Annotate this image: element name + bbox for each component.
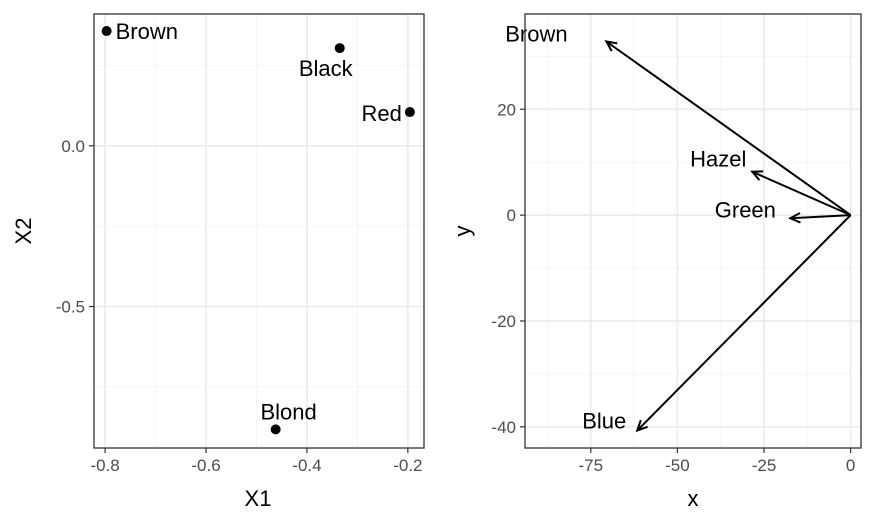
scatter-x-tick-label: -0.6 [191,456,220,475]
point-label-brown: Brown [116,19,178,44]
vector-y-tick-label: -40 [491,418,516,437]
scatter-x-axis-title: X1 [245,486,272,511]
point-blond [270,424,281,435]
arrowhead-green [788,212,801,224]
point-black [334,43,345,54]
arrowhead-blue [635,419,648,433]
arrow-green [790,214,851,220]
vector-y-tick-label: -20 [491,312,516,331]
arrowhead-hazel [750,170,764,181]
scatter-grid [94,14,424,448]
scatter-y-tick-label: -0.5 [56,298,85,317]
scatter-x-tick-label: -0.2 [393,456,422,475]
scatter-y-axis-title: X2 [11,218,36,245]
scatter-panel-border [93,13,425,449]
scatter-ticks: -0.8 -0.6 -0.4 -0.2 -0.5 0.0 [56,137,423,475]
vector-arrows: Brown Hazel Green Blue [505,22,852,434]
arrowhead-brown [604,40,618,52]
vector-grid [525,14,861,448]
scatter-y-tick-label: 0.0 [61,137,85,156]
vector-panel-border [524,13,862,449]
arrow-label-hazel: Hazel [690,147,746,172]
vector-x-tick-label: -75 [579,456,604,475]
scatter-x-tick-label: -0.8 [90,456,119,475]
point-label-blond: Blond [261,399,317,424]
vector-x-tick-label: -50 [665,456,690,475]
point-label-black: Black [299,56,354,81]
arrow-hazel [751,170,852,217]
point-label-red: Red [362,101,402,126]
point-brown [101,26,112,37]
arrow-label-green: Green [715,197,776,222]
vector-y-tick-label: 20 [497,100,516,119]
vector-x-tick-label: -25 [752,456,777,475]
arrow-blue [636,214,852,432]
vector-panel-background [525,14,861,448]
point-red [404,107,415,118]
vector-y-tick-label: 0 [507,206,516,225]
arrow-label-blue: Blue [582,409,626,434]
arrow-label-brown: Brown [505,22,567,47]
scatter-panel: Brown Black Red Blond -0.8 -0.6 -0.4 -0.2 -0.5 0… [11,13,425,511]
vector-x-tick-label: 0 [846,456,855,475]
scatter-panel-background [94,14,424,448]
vector-ticks: -75 -50 -25 0 -40 -20 0 20 [491,100,855,475]
vector-x-axis-title: x [688,486,699,511]
arrow-brown [605,40,852,216]
vector-y-axis-title: y [450,226,475,237]
scatter-points: Brown Black Red Blond [101,19,415,435]
scatter-x-tick-label: -0.4 [292,456,321,475]
